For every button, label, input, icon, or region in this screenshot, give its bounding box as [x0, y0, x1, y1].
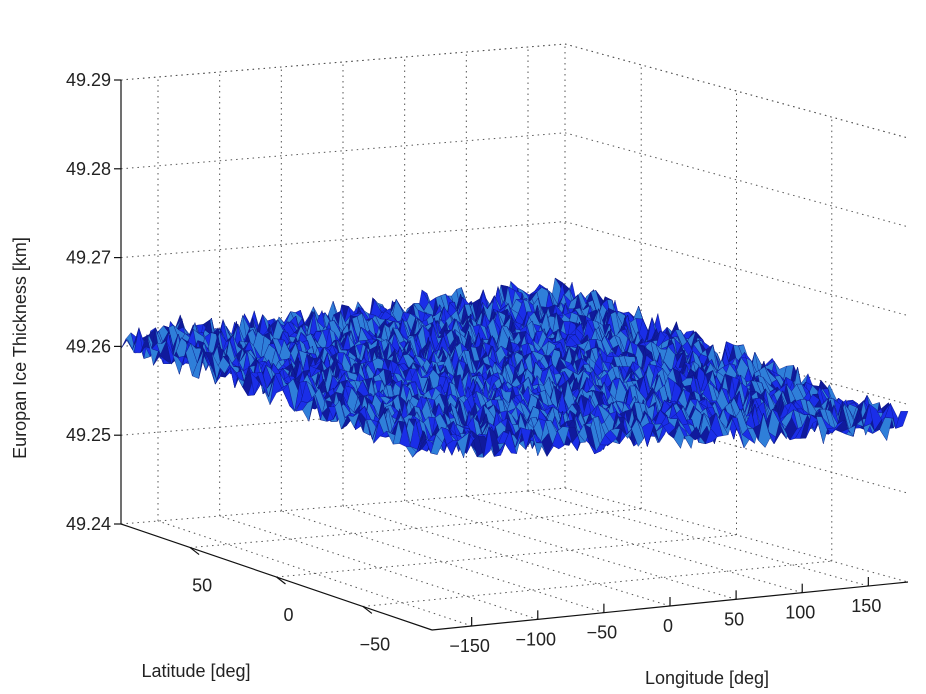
y-tick-mark — [362, 605, 373, 614]
x-tick-label: 0 — [663, 616, 673, 636]
z-tick-label: 49.25 — [66, 425, 111, 445]
grid-lines — [120, 43, 909, 627]
z-axis-label: Europan Ice Thickness [km] — [10, 237, 30, 459]
x-tick-label: −50 — [587, 623, 618, 643]
z-tick-label: 49.24 — [66, 514, 111, 534]
grid-line — [466, 495, 803, 594]
y-tick-label: 0 — [283, 605, 293, 625]
y-tick-label: 50 — [192, 576, 212, 596]
ice-thickness-surface — [120, 277, 909, 459]
z-tick-label: 49.29 — [66, 70, 111, 90]
x-tick-label: −100 — [516, 629, 557, 649]
tick-labels: 49.24 49.25 49.26 49.27 49.28 49.29 −50 0 50 −150… — [66, 70, 881, 656]
y-axis-label: Latitude [deg] — [141, 661, 250, 681]
y-tick-label: −50 — [360, 634, 391, 654]
x-tick-label: 150 — [851, 596, 881, 616]
grid-line — [564, 132, 909, 228]
z-tick-label: 49.26 — [66, 336, 111, 356]
grid-line — [219, 515, 538, 620]
grid-line — [362, 560, 832, 607]
grid-line — [404, 500, 737, 600]
grid-line — [281, 510, 605, 614]
grid-line — [564, 221, 909, 317]
z-tick-label: 49.28 — [66, 159, 111, 179]
axis-lines — [114, 79, 909, 631]
surface-cell — [895, 411, 909, 429]
grid-line — [120, 43, 566, 81]
x-tick-label: 50 — [724, 609, 744, 629]
grid-line — [564, 43, 909, 139]
grid-line — [157, 520, 472, 627]
grid-line — [190, 508, 642, 549]
grid-line — [342, 505, 671, 607]
z-tick-label: 49.27 — [66, 248, 111, 268]
grid-line — [120, 132, 566, 170]
grid-line — [527, 490, 869, 587]
x-tick-label: −150 — [449, 636, 490, 656]
y-tick-mark — [189, 547, 200, 556]
x-tick-label: 100 — [785, 603, 815, 623]
x-axis-label: Longitude [deg] — [645, 668, 769, 688]
grid-line — [564, 43, 909, 139]
y-tick-mark — [276, 576, 286, 585]
